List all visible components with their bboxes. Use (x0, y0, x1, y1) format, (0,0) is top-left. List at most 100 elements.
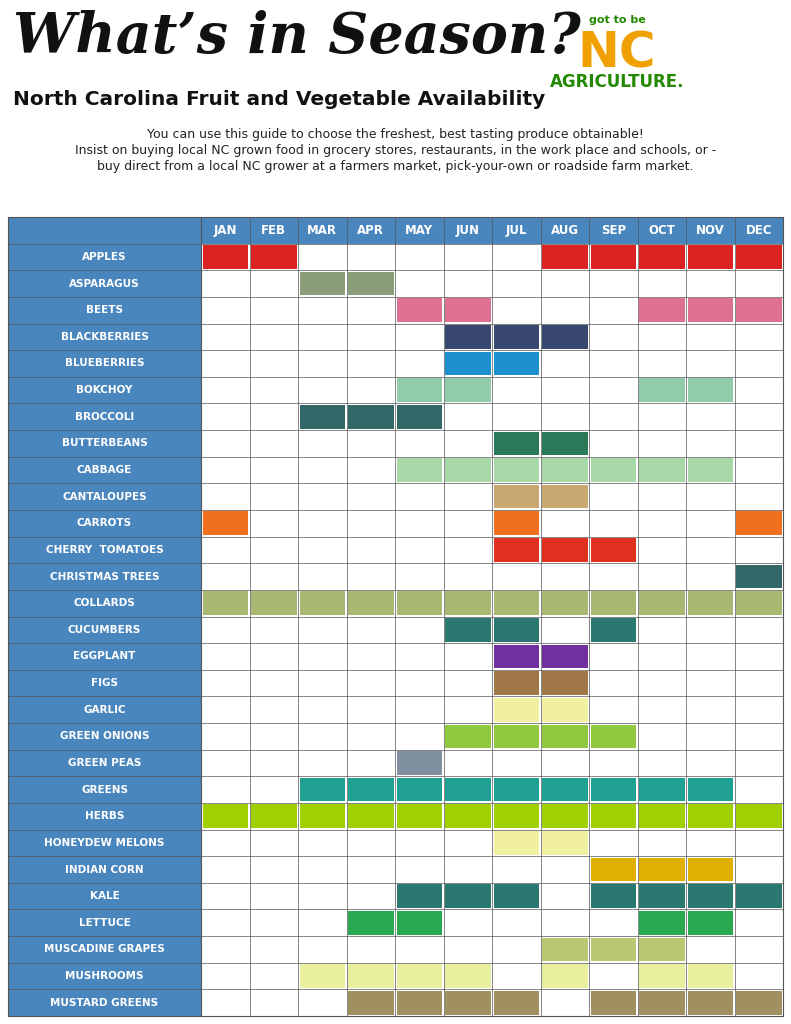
Bar (591, 245, 636, 268)
Bar (687, 378, 733, 402)
Text: DEC: DEC (745, 224, 772, 237)
Bar (736, 592, 782, 615)
Bar (591, 805, 636, 828)
Text: MAY: MAY (405, 224, 433, 237)
Bar (591, 538, 636, 562)
Text: GARLIC: GARLIC (83, 705, 126, 715)
Bar (201, 217, 783, 1016)
Bar (639, 991, 684, 1015)
Bar (396, 911, 442, 935)
Text: HERBS: HERBS (85, 811, 124, 821)
Bar (687, 858, 733, 882)
Bar (591, 618, 636, 642)
Bar (202, 592, 248, 615)
Bar (494, 885, 539, 908)
Text: CANTALOUPES: CANTALOUPES (62, 492, 147, 502)
Bar (494, 672, 539, 695)
Bar (494, 618, 539, 642)
Bar (687, 805, 733, 828)
Bar (494, 698, 539, 722)
Bar (494, 484, 539, 509)
Bar (494, 511, 539, 536)
Text: CHRISTMAS TREES: CHRISTMAS TREES (50, 571, 159, 582)
Bar (542, 458, 588, 482)
Text: MUSHROOMS: MUSHROOMS (65, 971, 144, 981)
Bar (542, 431, 588, 456)
Bar (542, 538, 588, 562)
Bar (591, 991, 636, 1015)
Bar (300, 805, 345, 828)
Bar (396, 805, 442, 828)
Text: buy direct from a local NC grower at a farmers market, pick-your-own or roadside: buy direct from a local NC grower at a f… (97, 160, 694, 173)
Text: BUTTERBEANS: BUTTERBEANS (62, 438, 147, 449)
Bar (494, 991, 539, 1015)
Bar (300, 778, 345, 802)
Bar (494, 538, 539, 562)
Bar (494, 778, 539, 802)
Text: You can use this guide to choose the freshest, best tasting produce obtainable!: You can use this guide to choose the fre… (147, 128, 644, 141)
Bar (445, 778, 490, 802)
Bar (396, 404, 442, 429)
Bar (445, 325, 490, 348)
Bar (591, 725, 636, 749)
Bar (736, 991, 782, 1015)
Bar (542, 725, 588, 749)
Bar (300, 271, 345, 295)
Bar (639, 458, 684, 482)
Text: BLUEBERRIES: BLUEBERRIES (65, 358, 144, 369)
Bar (639, 298, 684, 322)
Bar (202, 805, 248, 828)
Bar (348, 965, 393, 988)
Bar (542, 831, 588, 855)
Text: CHERRY  TOMATOES: CHERRY TOMATOES (46, 545, 164, 555)
Bar (687, 991, 733, 1015)
Bar (542, 698, 588, 722)
Bar (639, 938, 684, 962)
Bar (736, 564, 782, 589)
Bar (542, 805, 588, 828)
Bar (591, 458, 636, 482)
Text: FEB: FEB (261, 224, 286, 237)
Text: CABBAGE: CABBAGE (77, 465, 132, 475)
Bar (542, 645, 588, 669)
Bar (396, 458, 442, 482)
Bar (202, 511, 248, 536)
Bar (348, 805, 393, 828)
Bar (542, 245, 588, 268)
Bar (251, 805, 297, 828)
Bar (445, 965, 490, 988)
Bar (201, 217, 783, 244)
Bar (542, 592, 588, 615)
Bar (445, 618, 490, 642)
Bar (736, 511, 782, 536)
Bar (687, 592, 733, 615)
Bar (202, 245, 248, 268)
Text: NC: NC (577, 29, 657, 77)
Bar (445, 805, 490, 828)
Bar (396, 298, 442, 322)
Bar (396, 991, 442, 1015)
Text: AGRICULTURE.: AGRICULTURE. (550, 73, 684, 91)
Bar (591, 938, 636, 962)
Bar (396, 965, 442, 988)
Bar (251, 245, 297, 268)
Text: BROCCOLI: BROCCOLI (75, 412, 134, 422)
Text: APR: APR (358, 224, 384, 237)
Bar (687, 458, 733, 482)
Text: NOV: NOV (696, 224, 725, 237)
Bar (736, 885, 782, 908)
Bar (639, 805, 684, 828)
Bar (8, 217, 783, 1016)
Bar (396, 592, 442, 615)
Bar (687, 778, 733, 802)
Bar (639, 778, 684, 802)
Bar (687, 911, 733, 935)
Bar (542, 938, 588, 962)
Bar (591, 885, 636, 908)
Bar (396, 778, 442, 802)
Bar (494, 592, 539, 615)
Bar (348, 592, 393, 615)
Bar (494, 645, 539, 669)
Text: MUSTARD GREENS: MUSTARD GREENS (51, 997, 158, 1008)
Bar (639, 858, 684, 882)
